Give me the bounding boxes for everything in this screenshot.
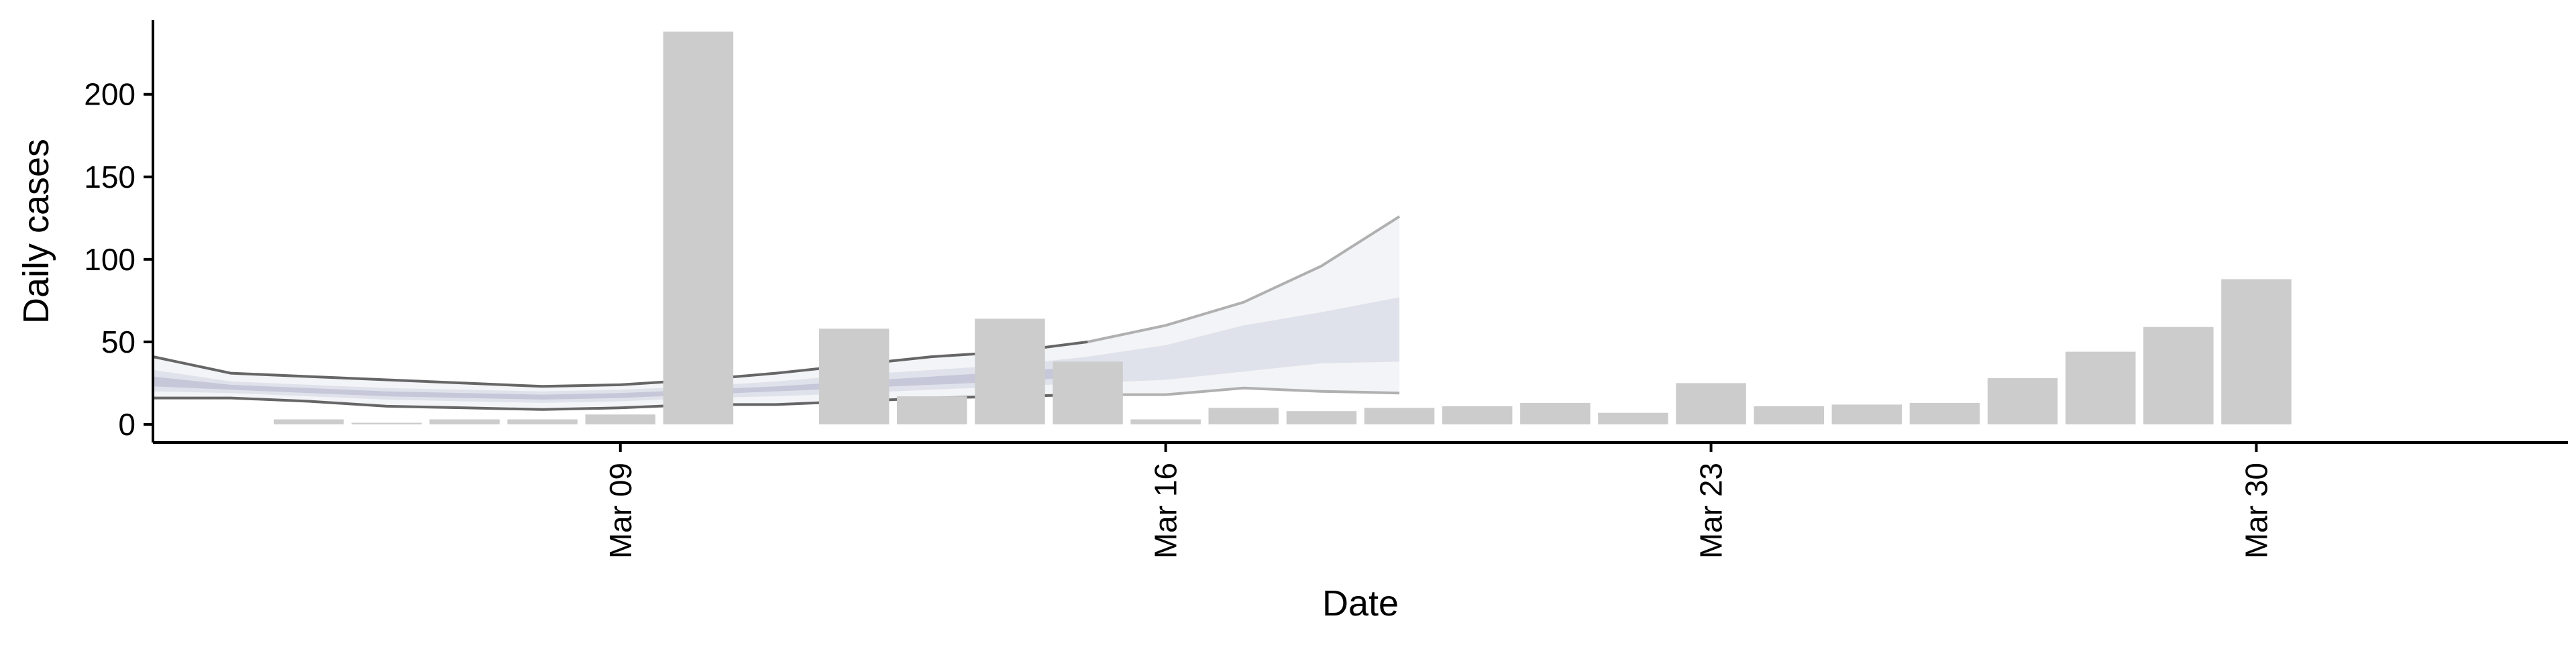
- y-tick-label: 100: [84, 242, 136, 277]
- bar: [1364, 408, 1435, 424]
- x-axis-ticks: Mar 09 Mar 16 Mar 23 Mar 30: [603, 443, 2274, 558]
- bar: [1909, 402, 1980, 424]
- estimate-band-mid: [1321, 297, 1400, 363]
- bar: [818, 329, 890, 424]
- estimate-band-inner: [153, 366, 1088, 400]
- estimate-line-light-upper: [1087, 215, 1401, 343]
- bar: [897, 396, 967, 424]
- bar: [1130, 419, 1201, 424]
- bar: [1676, 383, 1746, 424]
- y-axis-title: Daily cases: [16, 139, 56, 324]
- y-tick-label: 150: [84, 160, 136, 194]
- bar: [663, 32, 734, 424]
- bar: [1286, 411, 1357, 424]
- estimate-line-light-lower: [1087, 386, 1400, 396]
- daily-case-bars: [274, 32, 2292, 424]
- y-axis-ticks: 0 50 100 150 200: [84, 77, 153, 442]
- y-tick-label: 0: [118, 407, 136, 442]
- bar: [1053, 361, 1123, 424]
- bar: [1831, 404, 1902, 424]
- bar: [2221, 279, 2292, 424]
- bar: [1520, 402, 1591, 424]
- x-axis-title: Date: [1322, 583, 1399, 624]
- bar: [1208, 408, 1279, 424]
- bar: [507, 419, 578, 424]
- y-tick-label: 200: [84, 77, 136, 112]
- estimate-band-outer: [1321, 216, 1400, 394]
- bar: [975, 318, 1045, 424]
- axes: [152, 20, 2568, 444]
- bar: [429, 419, 500, 424]
- bar: [1442, 406, 1513, 424]
- bar: [1598, 412, 1668, 424]
- x-tick-label: Mar 23: [1694, 463, 1729, 558]
- estimate-line-dark-upper: [152, 340, 1088, 388]
- x-tick-label: Mar 16: [1148, 463, 1183, 558]
- bar: [1987, 378, 2058, 424]
- bar: [2143, 327, 2214, 424]
- bar: [352, 422, 422, 424]
- bar: [585, 414, 655, 424]
- y-tick-label: 50: [101, 325, 136, 359]
- bar: [1754, 406, 1824, 424]
- estimate-bands: [153, 216, 1400, 410]
- bar: [2065, 351, 2136, 424]
- bar: [274, 419, 344, 424]
- x-tick-label: Mar 09: [603, 463, 638, 558]
- x-tick-label: Mar 30: [2239, 463, 2274, 558]
